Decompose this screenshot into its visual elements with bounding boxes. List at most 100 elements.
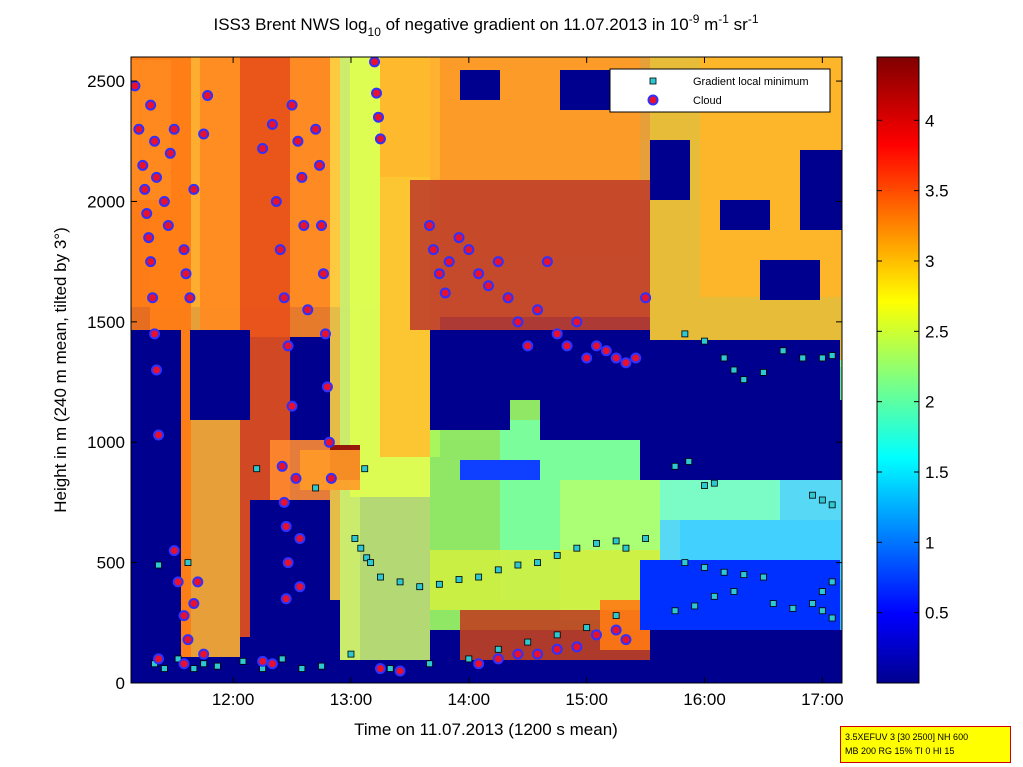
- gradient-min-marker: [701, 337, 708, 345]
- cloud-marker: [532, 648, 544, 660]
- gradient-min-marker: [573, 544, 581, 552]
- cloud-marker: [149, 135, 161, 147]
- low-gradient-patch: [650, 140, 690, 200]
- cloud-marker: [182, 634, 194, 646]
- cloud-marker: [276, 460, 288, 472]
- cloud-marker: [286, 400, 298, 412]
- plot-frame: [130, 56, 843, 684]
- gradient-min-marker: [612, 612, 620, 619]
- low-gradient-patch: [640, 400, 842, 480]
- cloud-marker: [522, 340, 534, 352]
- x-tick-label: 15:00: [565, 690, 608, 709]
- cloud-marker: [310, 123, 322, 135]
- cloud-marker: [178, 658, 190, 670]
- colorbar-tick-label: 3.5: [925, 182, 949, 201]
- gradient-min-marker: [671, 462, 679, 470]
- cloud-marker: [581, 352, 593, 364]
- gradient-min-marker: [253, 465, 261, 473]
- cloud-marker: [369, 57, 381, 68]
- cloud-marker: [316, 220, 328, 232]
- cloud-marker: [610, 352, 622, 364]
- gradient-min-marker: [239, 657, 247, 665]
- cloud-marker: [178, 610, 190, 622]
- gradient-min-marker: [681, 559, 689, 567]
- low-gradient-patch: [560, 70, 615, 110]
- cloud-marker: [198, 128, 210, 140]
- gradient-min-marker: [818, 354, 826, 362]
- cloud-marker: [257, 655, 269, 667]
- y-tick-label: 1500: [87, 313, 125, 332]
- gradient-min-marker: [357, 544, 365, 552]
- cloud-marker: [168, 123, 180, 135]
- gradient-min-marker: [524, 638, 532, 646]
- low-gradient-patch: [430, 330, 510, 430]
- gradient-min-marker: [671, 607, 679, 615]
- gradient-min-marker: [361, 465, 369, 473]
- heatmap-patch: [410, 180, 650, 330]
- cloud-marker: [266, 118, 278, 130]
- gradient-min-marker: [367, 559, 375, 567]
- gradient-min-marker: [184, 559, 192, 567]
- gradient-min-marker: [435, 580, 443, 588]
- low-gradient-patch: [131, 330, 181, 660]
- gradient-min-marker: [298, 665, 306, 672]
- cloud-marker: [257, 142, 269, 154]
- info-line-2: MB 200 RG 15% TI 0 HI 15: [845, 746, 955, 756]
- gradient-min-marker: [740, 571, 748, 579]
- series-layer: [131, 57, 836, 677]
- legend-circle-marker: [647, 94, 659, 106]
- gradient-min-marker: [475, 573, 483, 581]
- cloud-marker: [147, 292, 159, 304]
- cloud-marker: [492, 653, 504, 665]
- gradient-min-marker: [691, 602, 699, 610]
- gradient-min-marker: [386, 665, 394, 672]
- cloud-marker: [319, 328, 331, 340]
- gradient-min-marker: [642, 535, 649, 542]
- cloud-marker: [620, 634, 632, 646]
- colorbar-tick-label: 1: [925, 533, 934, 552]
- cloud-marker: [443, 256, 455, 268]
- cloud-marker: [184, 292, 196, 304]
- cloud-marker: [541, 256, 553, 268]
- gradient-min-marker: [809, 600, 816, 607]
- cloud-marker: [302, 304, 314, 316]
- colorbar-ticks: 0.5 1 1.5 2 2.5 3 3.5 4: [877, 111, 949, 623]
- gradient-min-marker: [377, 573, 384, 581]
- y-tick-label: 2500: [87, 72, 125, 91]
- cloud-marker: [164, 147, 176, 159]
- y-tick-label: 2000: [87, 192, 125, 211]
- legend-entries: Gradient local minimum Cloud: [647, 76, 809, 107]
- cloud-marker: [502, 292, 514, 304]
- gradient-min-marker: [818, 496, 826, 504]
- cloud-marker: [278, 496, 290, 508]
- legend-square-marker: [649, 77, 657, 85]
- low-gradient-patch: [131, 660, 842, 683]
- cloud-marker: [571, 316, 583, 328]
- gradient-min-marker: [494, 645, 502, 653]
- gradient-min-marker: [720, 568, 728, 576]
- cloud-marker: [323, 436, 335, 448]
- axes: 12:00 13:00 14:00 15:00 16:00 17:00 0 500 1000 15…: [87, 57, 844, 709]
- gradient-min-marker: [701, 564, 708, 571]
- y-tick-label: 500: [97, 554, 125, 573]
- cloud-marker: [321, 381, 333, 393]
- low-gradient-patch: [800, 150, 842, 230]
- cloud-marker: [282, 340, 294, 352]
- gradient-min-marker: [799, 354, 807, 362]
- cloud-marker: [325, 472, 337, 484]
- low-gradient-patch: [680, 630, 842, 683]
- low-gradient-patch: [460, 460, 540, 480]
- gradient-min-marker: [514, 561, 522, 569]
- y-tick-label: 0: [116, 674, 125, 693]
- gradient-min-marker: [593, 539, 600, 547]
- colorbar-tick-label: 4: [925, 111, 934, 130]
- cloud-marker: [139, 183, 151, 195]
- gradient-min-marker: [553, 551, 561, 559]
- cloud-marker: [151, 364, 163, 376]
- cloud-marker: [532, 304, 544, 316]
- low-gradient-patch: [760, 260, 820, 300]
- gradient-min-marker: [828, 352, 836, 359]
- cloud-marker: [394, 665, 406, 677]
- cloud-marker: [131, 80, 141, 92]
